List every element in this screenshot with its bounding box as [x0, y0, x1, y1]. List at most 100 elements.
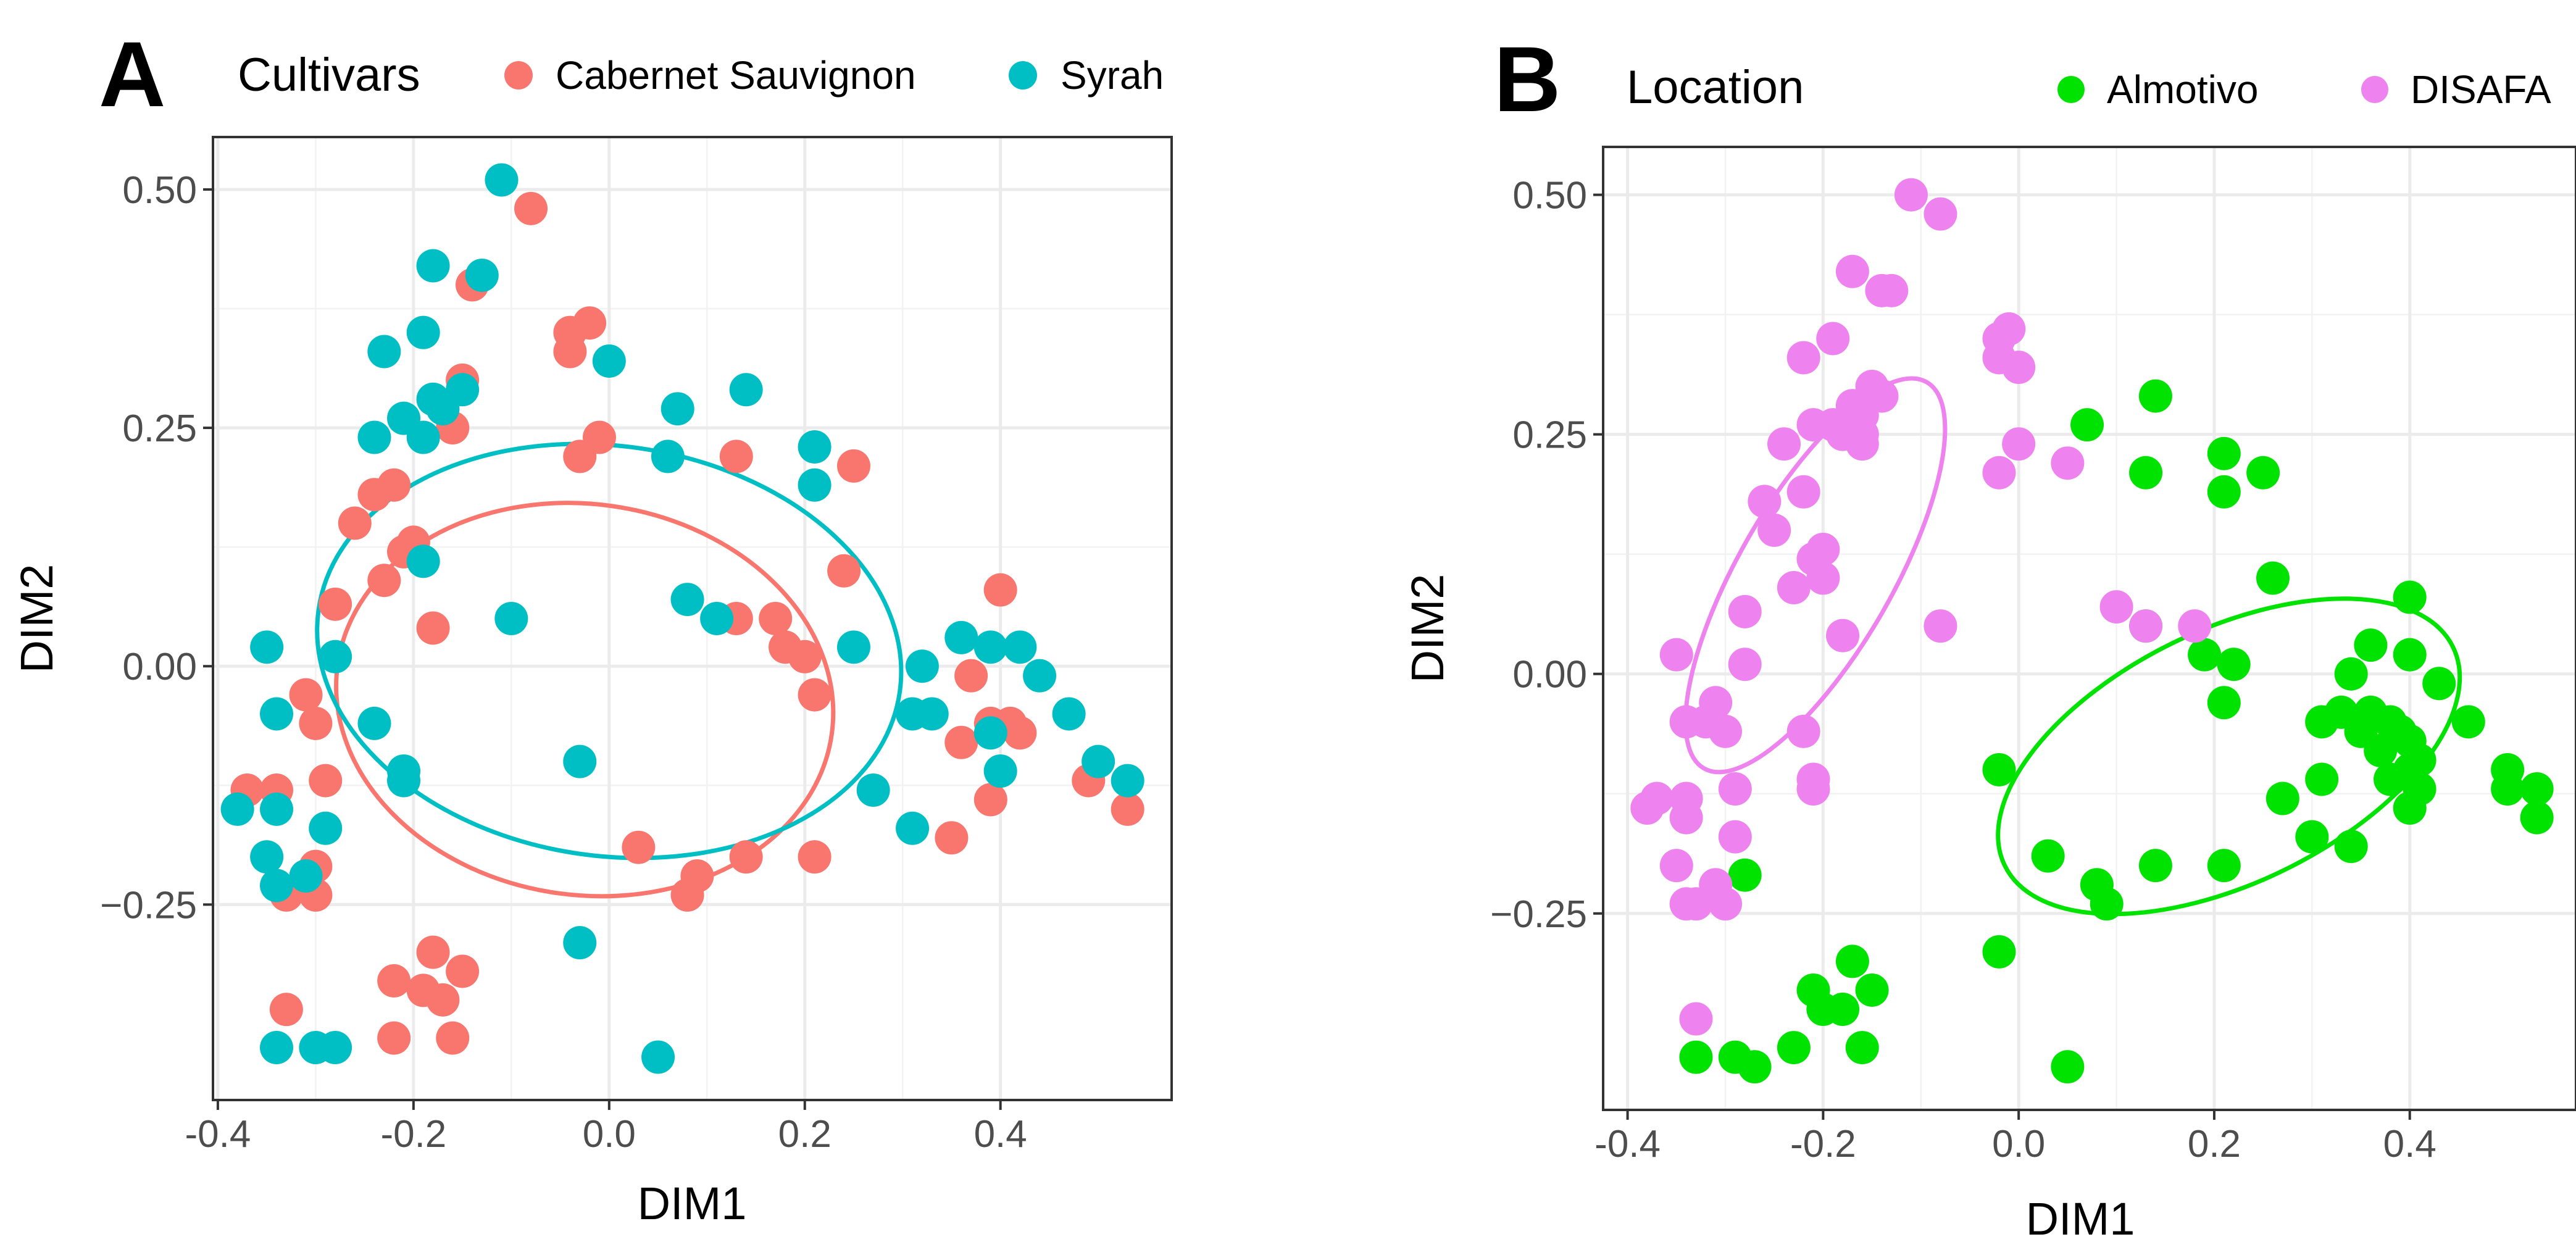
data-point-cabernet-sauvignon — [299, 706, 333, 740]
panel-a-y-axis-title: DIM2 — [11, 564, 62, 673]
data-point-cabernet-sauvignon — [670, 878, 704, 912]
data-point-cabernet-sauvignon — [269, 993, 303, 1027]
data-point-disafa — [1924, 197, 1957, 231]
data-point-disafa — [1728, 594, 1762, 628]
data-point-almotivo — [1777, 1031, 1811, 1065]
data-point-disafa — [1708, 887, 1742, 921]
data-point-cabernet-sauvignon — [377, 1021, 411, 1055]
data-point-almotivo — [2246, 456, 2280, 490]
data-point-almotivo — [1835, 944, 1869, 978]
data-point-almotivo — [2364, 733, 2398, 767]
data-point-syrah — [563, 926, 597, 960]
data-point-disafa — [2178, 609, 2212, 643]
data-point-cabernet-sauvignon — [954, 659, 988, 693]
panel-a-x-axis-title: DIM1 — [638, 1178, 747, 1229]
data-point-cabernet-sauvignon — [338, 506, 372, 540]
data-point-disafa — [1728, 648, 1762, 681]
data-point-cabernet-sauvignon — [573, 306, 607, 340]
legend-marker-almotivo — [2057, 76, 2085, 103]
data-point-disafa — [1679, 1002, 1713, 1036]
legend-label-almotivo: Almotivo — [2107, 67, 2258, 112]
y-tick-label: 0.25 — [1512, 414, 1587, 457]
data-point-cabernet-sauvignon — [289, 678, 323, 712]
y-tick-label: 0.50 — [122, 169, 197, 212]
data-point-cabernet-sauvignon — [622, 830, 656, 864]
data-point-syrah — [250, 630, 284, 664]
data-point-syrah — [905, 649, 939, 683]
data-point-syrah — [357, 420, 391, 454]
panel-b-x-axis-title: DIM1 — [2026, 1193, 2135, 1242]
data-point-almotivo — [2393, 580, 2427, 614]
data-point-disafa — [1659, 849, 1693, 883]
x-tick-label: -0.4 — [185, 1113, 251, 1156]
data-point-cabernet-sauvignon — [436, 1021, 470, 1055]
panel-b-plot-border — [1602, 146, 2576, 1111]
x-tick-label: 0.2 — [778, 1113, 832, 1156]
data-point-syrah — [416, 249, 450, 283]
data-point-disafa — [2129, 609, 2163, 643]
data-point-almotivo — [1728, 858, 1762, 892]
data-point-disafa — [1924, 609, 1957, 643]
panel-a: A Cultivars Cabernet Sauvignon Syrah -0.… — [11, 22, 1173, 1229]
data-point-disafa — [1894, 178, 1928, 212]
data-point-almotivo — [2520, 801, 2554, 835]
legend-label-cabernet-sauvignon: Cabernet Sauvignon — [556, 53, 916, 98]
data-point-almotivo — [2129, 456, 2163, 490]
data-point-disafa — [1826, 619, 1860, 652]
legend-label-disafa: DISAFA — [2411, 67, 2551, 112]
data-point-syrah — [798, 468, 832, 502]
data-point-disafa — [1640, 781, 1674, 815]
data-point-syrah — [915, 697, 949, 731]
data-point-disafa — [1806, 561, 1840, 595]
panel-b-ticks: -0.4 -0.2 0.0 0.2 0.4 −0.25 0.00 0.25 0.50 — [1490, 175, 2436, 1165]
x-tick-label: -0.2 — [1790, 1123, 1856, 1165]
data-point-almotivo — [2265, 781, 2299, 815]
data-point-syrah — [220, 792, 254, 826]
panel-b-y-axis-title: DIM2 — [1402, 574, 1453, 683]
data-point-disafa — [1982, 322, 2016, 356]
x-tick-label: 0.4 — [2383, 1123, 2436, 1165]
data-point-disafa — [1982, 456, 2016, 490]
data-point-cabernet-sauvignon — [836, 449, 870, 483]
data-point-almotivo — [2393, 638, 2427, 672]
x-tick-label: 0.0 — [1992, 1123, 2045, 1165]
data-point-syrah — [700, 602, 734, 635]
data-point-almotivo — [1826, 993, 1860, 1027]
data-point-almotivo — [2217, 648, 2251, 681]
data-point-cabernet-sauvignon — [309, 764, 343, 798]
data-point-almotivo — [1738, 1050, 1772, 1084]
data-point-almotivo — [2393, 791, 2427, 825]
data-point-syrah — [1023, 659, 1057, 693]
data-point-almotivo — [1982, 752, 2016, 786]
data-point-disafa — [1816, 322, 1850, 356]
data-point-cabernet-sauvignon — [367, 564, 401, 598]
panel-b: B Location Almotivo DISAFA -0.4 -0.2 0.0 0.… — [1402, 27, 2576, 1242]
data-point-almotivo — [1679, 1040, 1713, 1074]
data-point-almotivo — [1982, 935, 2016, 969]
data-point-disafa — [1786, 341, 1820, 375]
data-point-cabernet-sauvignon — [973, 783, 1007, 817]
data-point-syrah — [1052, 697, 1086, 731]
data-point-cabernet-sauvignon — [514, 191, 548, 225]
data-point-cabernet-sauvignon — [827, 554, 861, 588]
data-point-syrah — [563, 744, 597, 778]
data-point-disafa — [1835, 254, 1869, 288]
x-tick-label: 0.2 — [2188, 1123, 2241, 1165]
data-point-syrah — [387, 764, 421, 798]
data-point-almotivo — [2520, 772, 2554, 806]
y-tick-label: 0.00 — [1512, 654, 1587, 696]
panel-a-plot-background — [213, 137, 1172, 1100]
data-point-almotivo — [2051, 1050, 2085, 1084]
data-point-almotivo — [2207, 436, 2241, 470]
data-point-almotivo — [2256, 561, 2290, 595]
data-point-almotivo — [1845, 1031, 1879, 1065]
data-point-syrah — [319, 1031, 352, 1065]
data-point-disafa — [2099, 590, 2133, 624]
data-point-syrah — [973, 630, 1007, 664]
data-point-syrah — [357, 706, 391, 740]
data-point-syrah — [465, 258, 499, 292]
panel-b-legend: Location Almotivo DISAFA — [1627, 61, 2551, 114]
data-point-almotivo — [2188, 638, 2222, 672]
data-point-disafa — [1708, 714, 1742, 748]
